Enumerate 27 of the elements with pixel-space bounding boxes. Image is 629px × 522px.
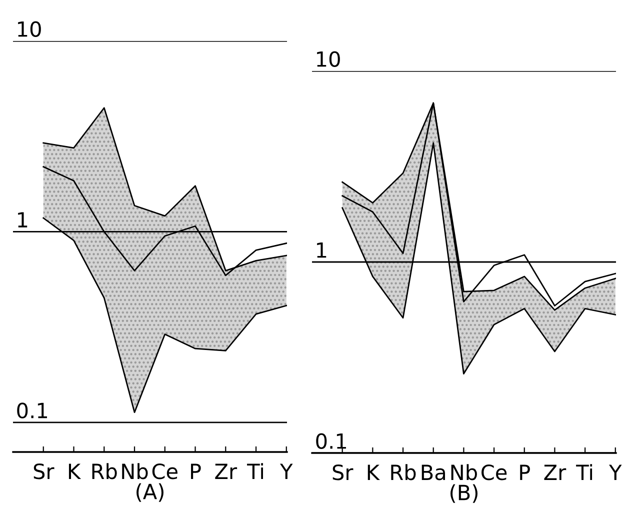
x-tick-label: Ti [576,464,592,480]
y-tick-label: 0.1 [316,433,346,449]
x-tick-label: Sr [34,463,54,480]
x-tick-label: P [520,464,530,480]
x-tick-label: Y [608,464,622,480]
y-tick-label: 1 [317,242,326,258]
y-tick-label: 10 [317,51,340,67]
x-tick-label: Ce [482,464,507,480]
y-tick-label: 1 [18,212,28,228]
x-axis-title: (A) [136,483,164,502]
x-tick-label: Rb [92,463,117,480]
x-tick-label: Nb [122,463,148,480]
x-tick-label: Ce [152,463,178,480]
x-tick-label: Zr [544,464,566,480]
x-tick-label: K [68,464,82,479]
y-tick-label: 10 [18,21,41,37]
x-tick-label: Nb [451,464,477,480]
y-tick-label: 0.1 [17,402,47,418]
x-tick-label: Zr [215,464,238,479]
x-tick-label: Y [280,464,293,479]
x-tick-label: P [191,464,201,479]
x-tick-label: Ba [422,464,445,480]
x-tick-label: Rb [391,464,416,480]
x-axis-title: (B) [450,484,478,503]
x-tick-label: K [368,464,380,480]
x-tick-label: Ti [247,463,263,479]
x-tick-label: Sr [332,464,354,480]
